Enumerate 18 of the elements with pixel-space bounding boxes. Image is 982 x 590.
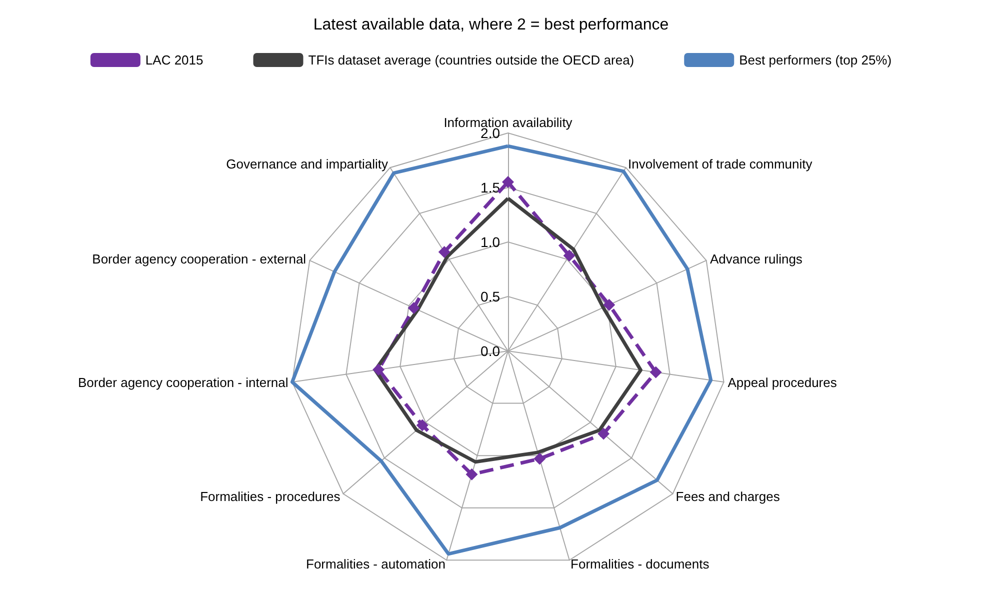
spoke-label: Border agency cooperation - external: [92, 251, 306, 266]
spoke-label: Fees and charges: [676, 488, 780, 504]
y-tick-label: 1.5: [480, 180, 500, 196]
spoke-label: Formalities - procedures: [200, 488, 341, 504]
spoke-label: Formalities - automation: [306, 556, 446, 572]
y-tick-label: 0.0: [480, 343, 500, 359]
spoke-label: Border agency cooperation - internal: [78, 375, 288, 390]
spoke-label: Appeal procedures: [728, 375, 838, 390]
legend-label: Best performers (top 25%): [739, 52, 892, 68]
spoke-label: Advance rulings: [710, 251, 803, 266]
spoke-label: Formalities - documents: [570, 556, 710, 572]
spoke-label: Involvement of trade community: [628, 156, 813, 172]
y-tick-label: 0.5: [480, 288, 500, 304]
legend-label: LAC 2015: [145, 52, 204, 68]
y-tick-label: 1.0: [480, 234, 500, 250]
chart-title: Latest available data, where 2 = best performance: [313, 16, 669, 34]
spoke-label: Governance and impartiality: [226, 156, 388, 172]
legend-label: TFIs dataset average (countries outside the OECD area): [308, 52, 634, 68]
